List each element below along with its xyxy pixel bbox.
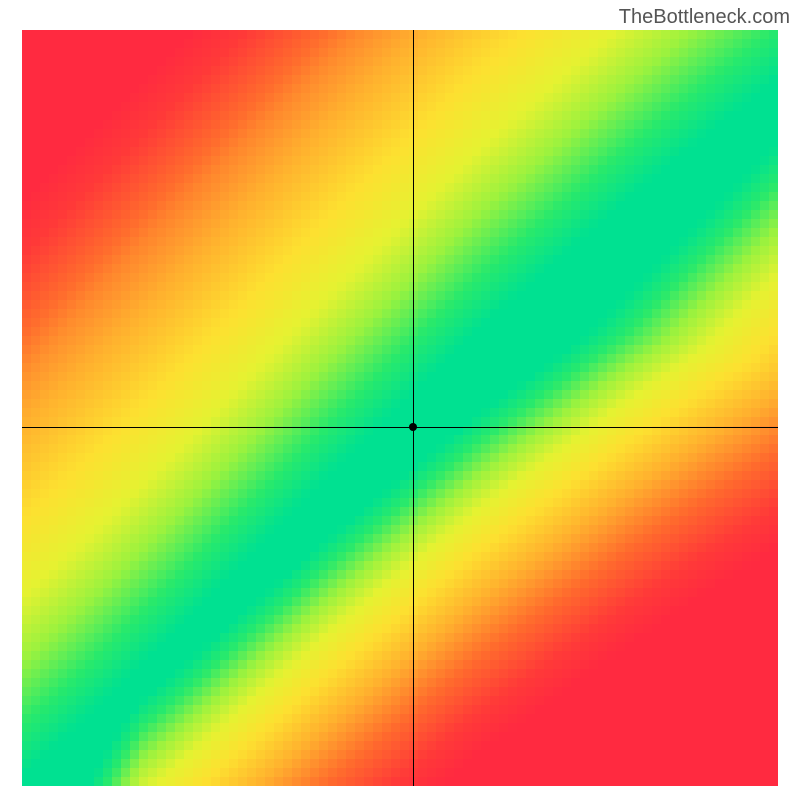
- plot-area: [22, 30, 778, 786]
- heatmap-canvas: [22, 30, 778, 786]
- watermark-text: TheBottleneck.com: [619, 6, 790, 29]
- chart-container: TheBottleneck.com: [0, 0, 800, 800]
